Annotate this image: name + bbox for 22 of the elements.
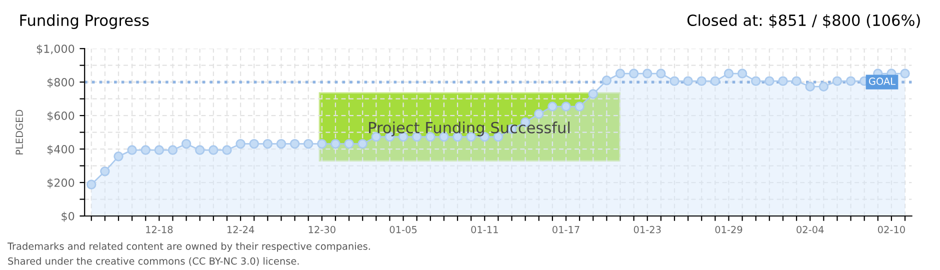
y-tick-label: $1,000 [36,44,74,54]
x-tick-label: 01-11 [471,226,498,234]
text: Shared under the creative commons (CC BY-NC 3.0) license. [8,257,299,266]
x-tick-label: 12-24 [227,226,254,234]
x-tick-label: 02-04 [796,226,824,234]
x-tick-label: 01-05 [390,226,417,234]
chart-title: Funding Progress [20,14,149,29]
y-tick-label: $0 [62,212,74,222]
x-tick-label: 12-30 [308,226,336,234]
text: Closed at: $851 / $800 (106%) [687,14,920,28]
y-tick-label: $400 [48,144,74,155]
x-tick-label: 01-29 [715,226,742,234]
y-tick-label: $200 [48,178,74,188]
y-axis-title: PLEDGED [16,110,24,154]
text: Trademarks and related content are owned by their respective companies. [7,242,370,252]
ref-line-label: GOAL [868,78,896,85]
y-tick-label: $800 [48,78,74,88]
x-tick-label: 01-17 [552,226,580,234]
x-tick-label: 01-23 [634,226,661,234]
x-tick-label: 02-10 [878,226,905,234]
x-tick-label: 12-18 [146,226,173,234]
y-tick-label: $600 [48,111,74,122]
